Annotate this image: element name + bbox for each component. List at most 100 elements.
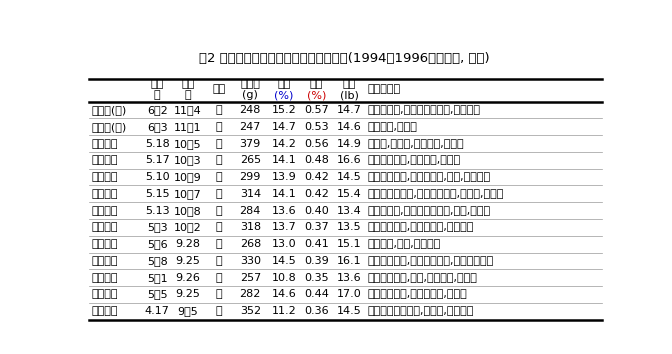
Text: －: －	[216, 256, 222, 266]
Text: 秋田果試: 秋田果試	[91, 189, 118, 199]
Text: 0.53: 0.53	[304, 122, 329, 132]
Text: 長野果試: 長野果試	[91, 256, 118, 266]
Text: 14.2: 14.2	[271, 138, 296, 149]
Text: 284: 284	[240, 206, 261, 216]
Text: 山形園試: 山形園試	[91, 206, 118, 216]
Text: 青森り試: 青森り試	[91, 138, 118, 149]
Text: 13.4: 13.4	[337, 206, 362, 216]
Text: －: －	[216, 222, 222, 232]
Text: 収穫前落果中,面さび多,食味良: 収穫前落果中,面さび多,食味良	[368, 155, 461, 165]
Text: 徳島果試: 徳島果試	[91, 306, 118, 316]
Text: 265: 265	[240, 155, 261, 165]
Text: 14.7: 14.7	[337, 105, 362, 115]
Text: 石川農試: 石川農試	[91, 290, 118, 299]
Text: 外観不良,食味良: 外観不良,食味良	[368, 122, 418, 132]
Text: 中: 中	[216, 290, 222, 299]
Text: 収量: 収量	[212, 84, 225, 94]
Text: 収穫前落果竹多,陽光面稲橙色,さび多,食味良: 収穫前落果竹多,陽光面稲橙色,さび多,食味良	[368, 189, 504, 199]
Text: 5．8: 5．8	[146, 256, 167, 266]
Text: 11.2: 11.2	[271, 306, 296, 316]
Text: 収穫前落果多,陽光面稲紅色,食味やや不良: 収穫前落果多,陽光面稲紅色,食味やや不良	[368, 256, 494, 266]
Text: 248: 248	[240, 105, 261, 115]
Text: 岩手園試: 岩手園試	[91, 155, 118, 165]
Text: 富山果試: 富山果試	[91, 273, 118, 282]
Text: 収穫: 収穫	[181, 79, 195, 90]
Text: 5.15: 5.15	[145, 189, 169, 199]
Text: 10．3: 10．3	[174, 155, 202, 165]
Text: －: －	[216, 122, 222, 132]
Text: 満開: 満開	[151, 79, 164, 90]
Text: 収穫前落果多,さび目立つ,肉質粗: 収穫前落果多,さび目立つ,肉質粗	[368, 290, 468, 299]
Text: 5．1: 5．1	[147, 273, 167, 282]
Text: 5.17: 5.17	[144, 155, 169, 165]
Text: 0.57: 0.57	[304, 105, 329, 115]
Text: 282: 282	[240, 290, 261, 299]
Text: 0.36: 0.36	[304, 306, 329, 316]
Text: 0.35: 0.35	[304, 273, 329, 282]
Text: 5．5: 5．5	[147, 290, 167, 299]
Text: 収穫前落果中,裂果やや多,食味良好: 収穫前落果中,裂果やや多,食味良好	[368, 222, 474, 232]
Text: 5.18: 5.18	[144, 138, 169, 149]
Text: 352: 352	[240, 306, 261, 316]
Text: 0.39: 0.39	[304, 256, 329, 266]
Text: 5.13: 5.13	[145, 206, 169, 216]
Text: 0.37: 0.37	[304, 222, 329, 232]
Text: 16.6: 16.6	[337, 155, 362, 165]
Text: 13.0: 13.0	[271, 239, 296, 249]
Text: 10．9: 10．9	[174, 172, 202, 182]
Text: 収穫前落果中,肉質やや粗,多汁,甘酸適和: 収穫前落果中,肉質やや粗,多汁,甘酸適和	[368, 172, 491, 182]
Text: 9.26: 9.26	[175, 273, 200, 282]
Text: －: －	[216, 105, 222, 115]
Text: 9.25: 9.25	[175, 256, 200, 266]
Text: 13.7: 13.7	[271, 222, 296, 232]
Text: 15.2: 15.2	[271, 105, 296, 115]
Text: 4.17: 4.17	[144, 306, 169, 316]
Text: (g): (g)	[243, 90, 258, 101]
Text: 15.4: 15.4	[337, 189, 362, 199]
Text: 13.6: 13.6	[271, 206, 296, 216]
Text: 0.44: 0.44	[304, 290, 329, 299]
Text: (lb): (lb)	[339, 90, 358, 101]
Text: 247: 247	[240, 122, 261, 132]
Text: 5．6: 5．6	[147, 239, 167, 249]
Text: 6．3: 6．3	[147, 122, 167, 132]
Text: 0.56: 0.56	[304, 138, 329, 149]
Text: 着色少,さび多,外観不良,食味中: 着色少,さび多,外観不良,食味中	[368, 138, 464, 149]
Text: 9.25: 9.25	[175, 290, 200, 299]
Text: 宮城園試: 宮城園試	[91, 172, 118, 182]
Text: 14.1: 14.1	[271, 189, 296, 199]
Text: 379: 379	[240, 138, 261, 149]
Text: 梗蔕あに裂果少有,甘味多,食味良好: 梗蔕あに裂果少有,甘味多,食味良好	[368, 306, 474, 316]
Text: 13.6: 13.6	[337, 273, 362, 282]
Text: 北海道(道): 北海道(道)	[91, 122, 126, 132]
Text: 14.5: 14.5	[337, 172, 362, 182]
Text: 0.40: 0.40	[304, 206, 329, 216]
Text: 硬度: 硬度	[343, 79, 355, 90]
Text: －: －	[216, 138, 222, 149]
Text: 13.5: 13.5	[337, 222, 362, 232]
Text: －: －	[216, 273, 222, 282]
Text: 13.9: 13.9	[271, 172, 296, 182]
Text: 果実重: 果実重	[241, 79, 260, 90]
Text: 陽光面橙色,甘味高く食味良,面さび有: 陽光面橙色,甘味高く食味良,面さび有	[368, 105, 480, 115]
Text: 表2 「きたろう」の地域別特性調査結果(1994〜1996年度平均, 抜粋): 表2 「きたろう」の地域別特性調査結果(1994〜1996年度平均, 抜粋)	[199, 52, 490, 65]
Text: 9．5: 9．5	[177, 306, 198, 316]
Text: 10．2: 10．2	[174, 222, 202, 232]
Text: 収穫前落果多,さび,梗あ裂果,甘味少: 収穫前落果多,さび,梗あ裂果,甘味少	[368, 273, 478, 282]
Text: 9.28: 9.28	[175, 239, 200, 249]
Text: 14.1: 14.1	[271, 155, 296, 165]
Text: 中: 中	[216, 172, 222, 182]
Text: 糖度: 糖度	[278, 79, 290, 90]
Text: －: －	[216, 206, 222, 216]
Text: 0.48: 0.48	[304, 155, 329, 165]
Text: 群馬園試: 群馬園試	[91, 239, 118, 249]
Text: 0.42: 0.42	[304, 172, 329, 182]
Text: 14.5: 14.5	[337, 306, 362, 316]
Text: 314: 314	[240, 189, 261, 199]
Text: 11．1: 11．1	[174, 122, 202, 132]
Text: 257: 257	[240, 273, 261, 282]
Text: 299: 299	[240, 172, 261, 182]
Text: 15.1: 15.1	[337, 239, 362, 249]
Text: 福島果試: 福島果試	[91, 222, 118, 232]
Text: 268: 268	[240, 239, 261, 249]
